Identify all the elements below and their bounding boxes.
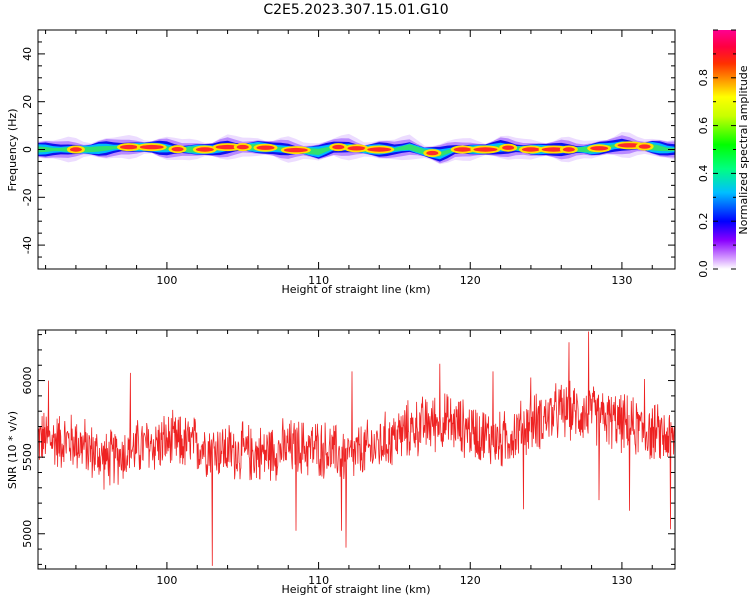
colorbar-tick-label: 0.2 xyxy=(697,212,710,230)
colorbar-ticks: 0.0 0.2 0.4 0.6 0.8 xyxy=(697,29,736,278)
figure-title: C2E5.2023.307.15.01.G10 xyxy=(263,2,448,18)
colorbar-tick-label: 0.6 xyxy=(697,117,710,135)
band-peak-core xyxy=(367,147,392,152)
snr-x-tick-label: 110 xyxy=(308,574,329,587)
band-peak-core xyxy=(638,144,651,149)
snr-y-tick-label: 6000 xyxy=(21,367,34,395)
spectrogram-x-tick-label: 120 xyxy=(460,274,481,287)
band-peak-core xyxy=(236,144,249,150)
spectrogram-y-tick-label: 0 xyxy=(21,146,34,153)
colorbar-tick-label: 0.8 xyxy=(697,69,710,87)
band-peak-core xyxy=(521,147,540,152)
band-peak-core xyxy=(347,146,366,151)
band-peak-core xyxy=(502,145,515,150)
spectrogram-x-tick-label: 100 xyxy=(156,274,177,287)
snr-x-tick-label: 100 xyxy=(156,574,177,587)
snr-x-tick-label: 130 xyxy=(611,574,632,587)
band-peak-core xyxy=(139,144,164,150)
snr-frame xyxy=(37,329,676,570)
colorbar-label: Normalized spectral amplitude xyxy=(737,65,750,234)
band-peak-core xyxy=(473,147,498,152)
snr-panel: 100 110 120 130 6000 5500 5000 Height of strai… xyxy=(6,329,676,596)
spectrogram-y-tick-label: -20 xyxy=(21,188,34,206)
snr-y-tick-label: 5000 xyxy=(21,520,34,548)
spectrogram-y-tick-label: 40 xyxy=(21,47,34,61)
band-peak-core xyxy=(453,147,472,152)
band-peak-core xyxy=(283,147,308,153)
spectral-band xyxy=(38,131,675,165)
band-peak-core xyxy=(562,147,575,152)
snr-series-line xyxy=(38,331,675,566)
band-peak-core xyxy=(426,150,439,156)
snr-x-tick-label: 120 xyxy=(460,574,481,587)
spectrogram-xlabel: Height of straight line (km) xyxy=(281,283,430,296)
band-peak-core xyxy=(617,143,642,148)
snr-y-tick-label: 5500 xyxy=(21,443,34,471)
band-peak-core xyxy=(332,144,345,150)
snr-ticks: 100 110 120 130 6000 5500 5000 xyxy=(21,330,675,587)
spectrogram-x-tick-label: 130 xyxy=(611,274,632,287)
band-peak-core xyxy=(69,147,82,152)
band-peak-core xyxy=(541,147,566,152)
snr-ylabel: SNR (10 * v/v) xyxy=(6,411,19,489)
spectrogram-x-tick-label: 110 xyxy=(308,274,329,287)
spectrogram-ticks: 100 110 120 130 40 20 0 -20 -40 xyxy=(21,29,675,287)
spectrogram-y-tick-label: 20 xyxy=(21,95,34,109)
colorbar-bar xyxy=(713,30,736,269)
band-peak-core xyxy=(195,147,214,152)
band-peak-core xyxy=(590,146,609,151)
colorbar-tick-label: 0.0 xyxy=(697,260,710,278)
spectrogram-panel: 100 110 120 130 40 20 0 -20 -40 Height of straig… xyxy=(6,29,676,296)
spectrogram-ylabel: Frequency (Hz) xyxy=(6,109,19,192)
band-peak-core xyxy=(171,146,184,152)
band-peak-core xyxy=(120,144,138,150)
snr-xlabel: Height of straight line (km) xyxy=(281,583,430,596)
band-peak-core xyxy=(215,144,240,150)
spectrogram-y-tick-label: -40 xyxy=(21,236,34,254)
colorbar-tick-label: 0.4 xyxy=(697,165,710,183)
band-peak-core xyxy=(256,145,275,150)
colorbar: 0.0 0.2 0.4 0.6 0.8 Normalized spectral ampl… xyxy=(697,29,750,278)
